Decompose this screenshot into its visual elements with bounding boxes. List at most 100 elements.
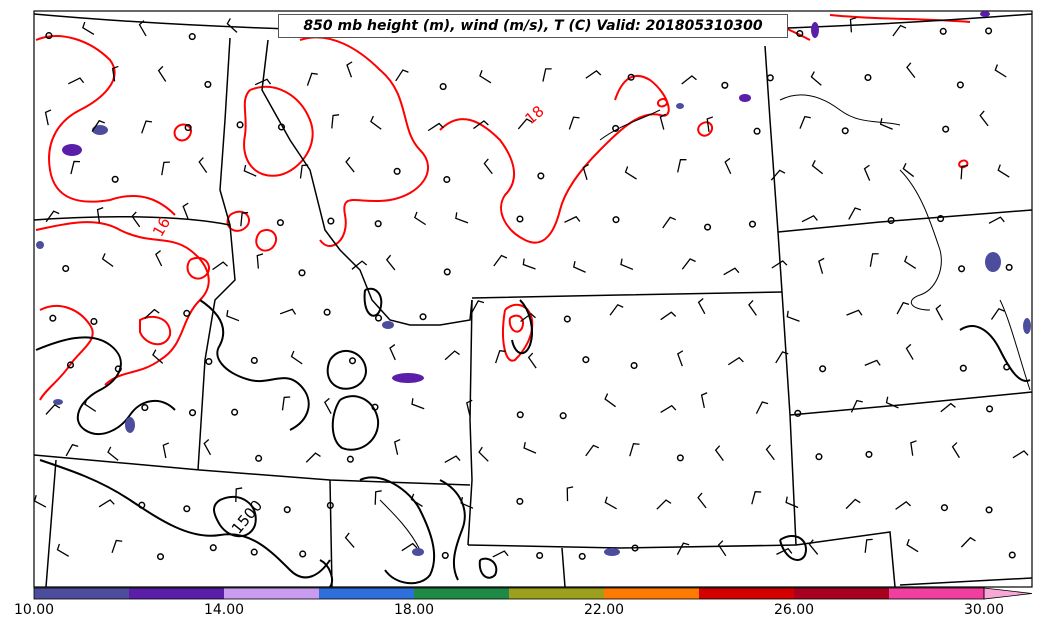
wind-barb: [240, 211, 249, 227]
wind-barb: [141, 120, 153, 134]
wind-barb: [585, 70, 602, 79]
wind-barb: [902, 162, 915, 178]
wind-barb: [471, 300, 485, 313]
wind-barb: [323, 397, 332, 414]
wind-barb: [385, 254, 396, 271]
calm-circle: [277, 123, 286, 131]
colorbar-segment: [129, 588, 225, 599]
calm-circle: [250, 548, 258, 556]
wind-barb: [138, 20, 147, 37]
wind-barb: [522, 258, 536, 270]
wind-barb: [243, 164, 257, 177]
calm-circle: [704, 223, 712, 231]
wind-barb: [572, 260, 586, 273]
calm-circle: [184, 124, 192, 132]
colorbar-segment: [699, 588, 795, 599]
calm-circle: [986, 405, 994, 413]
wind-barb: [444, 350, 460, 361]
wind-barb: [676, 542, 690, 556]
wind-barb: [748, 299, 757, 316]
wind-barb: [44, 109, 52, 126]
wind-barb: [68, 77, 85, 85]
calm-circle: [276, 219, 284, 227]
wind-barb: [162, 442, 170, 459]
calm-circle: [1003, 363, 1011, 371]
calm-circle: [439, 83, 447, 91]
calm-circle: [939, 27, 947, 35]
wind-barb: [492, 550, 509, 558]
wind-barb: [903, 255, 917, 269]
calm-circle: [956, 81, 964, 89]
wind-barb: [681, 75, 697, 85]
wind-barb: [906, 538, 919, 553]
wind-barb: [393, 438, 401, 455]
wind-barb: [33, 494, 47, 508]
wind-barb: [45, 210, 60, 223]
calm-circle: [766, 74, 774, 82]
wind-barb: [351, 260, 368, 270]
calm-circle: [841, 127, 849, 135]
colorbar-segment: [794, 588, 890, 599]
wind-barb: [235, 487, 243, 502]
wind-barb: [493, 254, 508, 267]
colorbar-tick: 10.00: [13, 602, 55, 618]
wind-barb: [717, 540, 727, 557]
wind-barb: [988, 216, 1005, 224]
wind-barb: [517, 118, 533, 130]
calm-circle: [631, 544, 639, 552]
wind-barb: [198, 157, 208, 174]
calm-circle: [49, 314, 57, 322]
calm-circle: [815, 453, 823, 461]
wind-barb: [979, 110, 989, 127]
wind-barb: [660, 311, 677, 321]
wind-barb: [111, 539, 123, 553]
calm-circle: [819, 365, 827, 373]
wind-barb: [157, 65, 167, 82]
wind-barb: [290, 350, 303, 365]
wind-barb: [811, 160, 824, 175]
wind-barb: [212, 261, 228, 271]
calm-circle: [111, 175, 119, 183]
wind-barb: [568, 116, 580, 130]
calm-circle: [536, 551, 544, 560]
wind-barb: [226, 309, 240, 322]
wind-barb: [395, 69, 409, 82]
calm-circle: [516, 497, 524, 505]
wind-barb: [520, 312, 536, 323]
wind-barb: [770, 169, 786, 181]
calm-circle: [283, 506, 291, 514]
calm-circle: [864, 73, 872, 82]
wind-barb: [960, 536, 976, 548]
calm-circle: [204, 80, 212, 88]
wind-barb: [84, 398, 97, 412]
calm-circle: [371, 403, 379, 411]
wind-barb: [990, 307, 1005, 320]
wind-barb: [818, 257, 825, 274]
calm-circle: [1008, 551, 1016, 559]
wind-barb: [771, 260, 788, 269]
wind-barb: [604, 393, 616, 408]
calm-circle: [578, 552, 586, 560]
calm-circle: [183, 309, 191, 317]
calm-circle: [327, 217, 335, 225]
wind-barb: [808, 539, 819, 555]
wind-barb: [45, 404, 61, 415]
wind-barb: [345, 156, 355, 173]
wind-barb: [144, 308, 160, 319]
wind-barb: [483, 158, 493, 175]
wind-barb: [1012, 450, 1029, 459]
wind-barb: [306, 72, 318, 86]
wind-barb: [566, 486, 574, 502]
wind-barb: [413, 211, 427, 226]
calm-circle: [559, 412, 567, 420]
calm-circle: [374, 220, 382, 228]
wind-barbs: [33, 17, 1029, 558]
calm-circle: [298, 269, 306, 277]
calm-circle: [183, 505, 191, 513]
wind-barb: [478, 446, 489, 462]
calm-circle: [748, 220, 757, 228]
wind-barb: [479, 70, 492, 84]
wind-barb: [427, 122, 444, 132]
calm-circle: [419, 313, 427, 321]
wind-barb: [279, 308, 297, 315]
